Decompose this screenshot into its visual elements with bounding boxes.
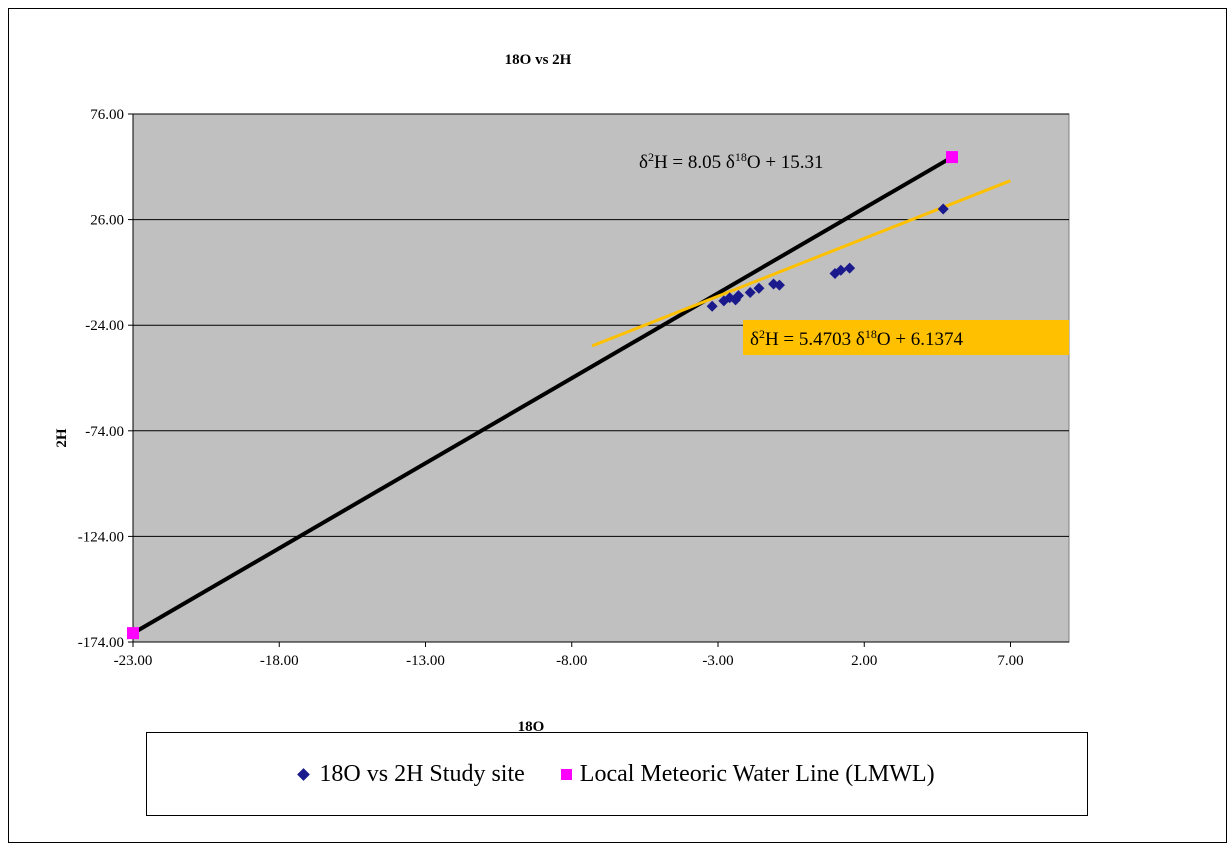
study-trend-equation-box [743,320,1069,355]
x-axis-label: 18O [518,719,545,735]
legend: 18O vs 2H Study site Local Meteoric Wate… [146,732,1088,816]
y-tick-label-4: -124.00 [78,529,124,545]
study-trend-equation-label: δ2H = 5.4703 δ18O + 6.1374 [750,327,964,350]
x-tick-label-4: -3.00 [702,653,733,669]
x-tick-label-1: -18.00 [260,653,299,669]
point-series0-6 [753,282,765,294]
lmwl-equation-label: δ2H = 8.05 δ18O + 15.31 [639,150,824,173]
axes [128,113,1069,647]
y-tick-label-5: -174.00 [78,635,124,651]
point-series0-5 [744,286,756,298]
x-tick-label-2: -13.00 [406,653,445,669]
point-series0-0 [706,300,718,312]
legend-item-study-site: 18O vs 2H Study site [297,760,525,788]
point-series1-0 [127,627,139,640]
data-points [127,151,958,640]
x-tick-label-0: -23.00 [114,653,153,669]
trendline-0 [131,155,954,635]
legend-label-study-site: 18O vs 2H Study site [319,760,525,787]
chart-title: 18O vs 2H [505,52,572,68]
y-tick-label-3: -74.00 [85,424,124,440]
y-axis-label: 2H [54,428,70,448]
plot-area [132,113,1070,643]
point-series0-11 [844,262,856,274]
x-tick-label-5: 2.00 [851,653,877,669]
point-series0-8 [773,279,785,291]
x-tick-label-6: 7.00 [997,653,1023,669]
chart-frame [8,8,1227,843]
y-tick-label-2: -24.00 [85,318,124,334]
legend-item-lmwl: Local Meteoric Water Line (LMWL) [560,760,935,788]
point-series0-12 [937,203,949,215]
y-tick-labels: 76.00 26.00 -24.00 -74.00 -124.00 -174.00 [78,107,124,651]
square-marker-icon [560,768,572,780]
legend-label-lmwl: Local Meteoric Water Line (LMWL) [579,760,935,787]
x-tick-labels: -23.00 -18.00 -13.00 -8.00 -3.00 2.00 7.00 [114,653,1024,669]
point-series0-4 [732,290,744,302]
x-tick-label-3: -8.00 [556,653,587,669]
diamond-marker-icon [297,767,311,781]
y-tick-label-1: 26.00 [90,213,124,229]
y-tick-label-0: 76.00 [90,107,124,123]
point-series1-1 [946,151,958,164]
point-series0-10 [835,264,847,276]
